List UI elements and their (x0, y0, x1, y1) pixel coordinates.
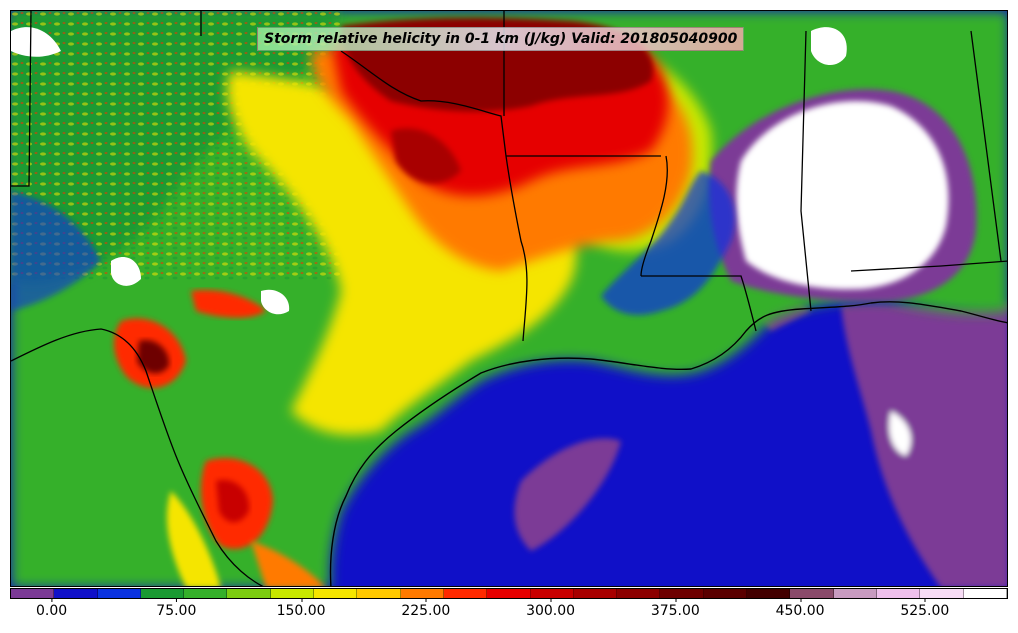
colorbar-swatch (617, 589, 661, 598)
helicity-field-map (11, 11, 1007, 586)
white-patch-tx (111, 257, 141, 286)
white-patch-ne (811, 27, 847, 66)
colorbar-swatch (790, 589, 834, 598)
colorbar-tick-labels: 0.00 75.00 150.00 225.00 300.00 375.00 450.00 5… (10, 599, 1008, 629)
colorbar-tick-label: 300.00 (526, 599, 576, 619)
colorbar-swatch (11, 589, 55, 598)
colorbar-swatch (400, 589, 444, 598)
orange-south-strip (251, 541, 325, 586)
colorbar-swatch (963, 589, 1007, 598)
colorbar-swatch (140, 589, 185, 598)
map-title: Storm relative helicity in 0-1 km (J/kg)… (257, 27, 745, 51)
colorbar-swatch (357, 589, 401, 598)
hotspot-west-tx-core (137, 340, 170, 374)
darkred-patch (391, 128, 461, 184)
colorbar-swatch (443, 589, 488, 598)
colorbar-swatch (530, 589, 574, 598)
southeast-white-core (736, 101, 949, 290)
colorbar-tick-label: 450.00 (775, 599, 825, 619)
yellow-south-strip (166, 491, 221, 586)
colorbar-swatch (573, 589, 618, 598)
white-patch-tx2 (261, 289, 290, 315)
colorbar-swatch (54, 589, 98, 598)
colorbar-swatch (487, 589, 531, 598)
colorbar-tick-label: 225.00 (401, 599, 451, 619)
colorbar-swatch (184, 589, 228, 598)
colorbar-swatch (920, 589, 964, 598)
colorbar (10, 588, 1008, 599)
colorbar-swatch (703, 589, 748, 598)
gulf-coastline (329, 301, 1007, 586)
colorbar-tick-label: 150.00 (276, 599, 326, 619)
colorbar-tick-label: 375.00 (650, 599, 700, 619)
west-blue-band (11, 191, 101, 311)
colorbar-swatch (227, 589, 271, 598)
state-lines (11, 11, 1007, 342)
colorbar-swatch (660, 589, 704, 598)
colorbar-swatch (97, 589, 141, 598)
colorbar-swatch (314, 589, 358, 598)
hotspot-south-tx-core (216, 479, 250, 523)
colorbar-swatch (747, 589, 791, 598)
colorbar-tick-label: 525.00 (900, 599, 950, 619)
colorbar-swatch (833, 589, 877, 598)
colorbar-tick-label: 75.00 (156, 599, 197, 619)
colorbar-tick-label: 0.00 (35, 599, 68, 619)
hotspot-central-tx (191, 290, 266, 318)
coastal-blue-band (601, 171, 735, 316)
colorbar-swatch (876, 589, 921, 598)
white-patch-nw (11, 27, 61, 57)
colorbar-swatch (270, 589, 315, 598)
map-panel: Storm relative helicity in 0-1 km (J/kg)… (10, 10, 1008, 587)
rio-grande-border (11, 328, 264, 586)
